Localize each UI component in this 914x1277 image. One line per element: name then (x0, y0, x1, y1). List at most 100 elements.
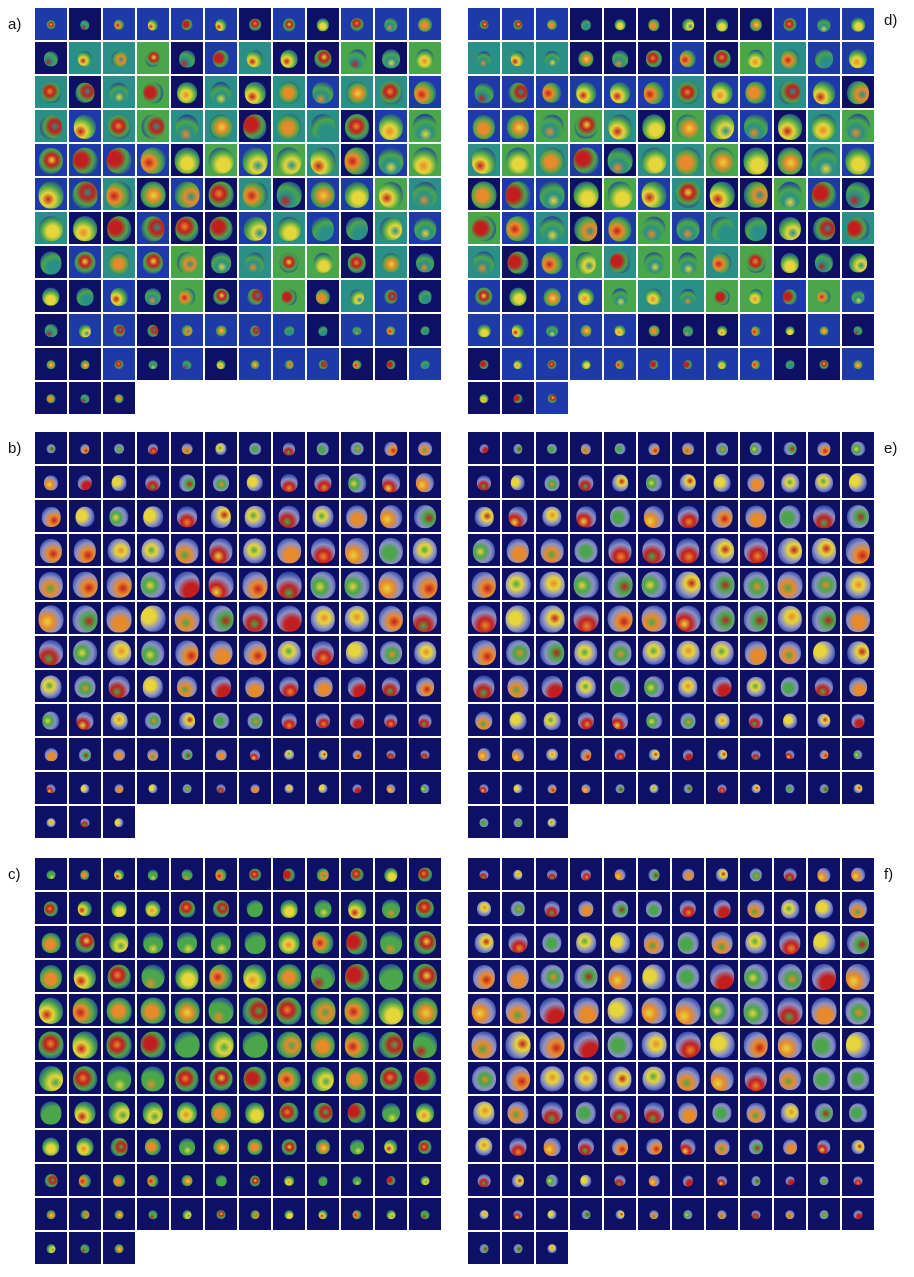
brain-slice-image (246, 473, 264, 492)
slice-tile (502, 500, 534, 532)
slice-tile (672, 1130, 704, 1162)
slice-tile (672, 738, 704, 770)
brain-slice-image (412, 1031, 438, 1058)
slice-tile (570, 1062, 602, 1094)
brain-slice-image (380, 930, 402, 955)
slice-tile (706, 212, 738, 244)
brain-slice-image (212, 49, 230, 68)
slice-tile (468, 1130, 500, 1162)
brain-slice-image (641, 997, 667, 1025)
slice-tile (103, 926, 135, 958)
slice-tile (239, 926, 271, 958)
brain-slice-image (384, 17, 398, 32)
slice-tile (69, 8, 101, 40)
brain-slice-image (609, 1101, 631, 1124)
slice-tile (740, 534, 772, 566)
slice-tile (604, 1096, 636, 1128)
brain-slice-image (412, 181, 438, 208)
slice-tile (375, 568, 407, 600)
slice-tile (842, 178, 874, 210)
brain-slice-image (414, 504, 436, 529)
brain-slice-image (540, 538, 564, 563)
slice-tile (808, 110, 840, 142)
brain-slice-image (318, 1175, 328, 1186)
brain-slice-image (747, 899, 765, 918)
brain-slice-image (76, 1137, 94, 1156)
brain-slice-image (313, 1102, 333, 1123)
panel-label-a: a) (8, 16, 22, 33)
slice-tile (468, 636, 500, 668)
brain-slice-image (781, 899, 799, 919)
slice-tile (69, 178, 101, 210)
slice-tile (536, 432, 568, 464)
brain-slice-image (144, 711, 162, 730)
brain-slice-image (473, 675, 495, 699)
slice-tile (69, 1130, 101, 1162)
slice-tile (672, 76, 704, 108)
slice-tile (205, 8, 237, 40)
brain-slice-image (540, 114, 564, 139)
brain-slice-image (471, 181, 497, 209)
brain-slice-image (573, 147, 599, 174)
brain-slice-image (677, 81, 699, 104)
brain-slice-image (573, 571, 599, 598)
brain-slice-image (709, 997, 735, 1025)
brain-slice-image (676, 216, 700, 241)
brain-slice-image (284, 1175, 294, 1186)
brain-slice-image (318, 1209, 328, 1220)
slice-tile (35, 8, 67, 40)
brain-slice-image (210, 505, 232, 528)
slice-tile (604, 772, 636, 804)
brain-slice-image (709, 181, 735, 208)
slice-tile (137, 314, 169, 346)
slice-tile (341, 994, 373, 1026)
slice-tile (604, 110, 636, 142)
slice-tile (239, 670, 271, 702)
brain-slice-image (315, 288, 331, 305)
brain-slice-image (243, 113, 267, 140)
brain-slice-image (783, 441, 797, 456)
brain-slice-image (318, 359, 328, 370)
brain-slice-image (352, 1175, 362, 1186)
brain-slice-image (78, 324, 92, 338)
slice-tile (604, 348, 636, 380)
brain-slice-image (181, 868, 193, 881)
slice-tile (307, 110, 339, 142)
brain-slice-image (648, 748, 660, 761)
brain-slice-image (505, 571, 531, 598)
slice-tile (239, 212, 271, 244)
brain-slice-image (38, 1031, 64, 1059)
slice-tile (842, 1096, 874, 1128)
slice-tile (570, 178, 602, 210)
slice-tile (502, 738, 534, 770)
slice-tile (239, 1028, 271, 1060)
slice-tile (638, 858, 670, 890)
slice-tile (239, 772, 271, 804)
brain-slice-image (547, 359, 557, 370)
slice-tile (570, 994, 602, 1026)
slice-tile (35, 892, 67, 924)
brain-slice-image (614, 442, 626, 455)
slice-tile (536, 568, 568, 600)
slice-tile (409, 1028, 441, 1060)
brain-slice-image (511, 1174, 525, 1188)
brain-slice-image (384, 867, 398, 882)
brain-slice-image (181, 748, 193, 761)
brain-slice-image (851, 17, 865, 33)
slice-tile (740, 314, 772, 346)
brain-slice-image (350, 867, 364, 882)
brain-slice-image (311, 640, 335, 665)
slice-tile (375, 42, 407, 74)
brain-slice-image (420, 783, 430, 794)
brain-slice-image (576, 82, 596, 104)
brain-slice-image (677, 931, 699, 954)
slice-tile (35, 994, 67, 1026)
brain-slice-image (310, 605, 336, 632)
brain-slice-image (250, 359, 260, 370)
slice-tile (638, 432, 670, 464)
slice-tile (672, 602, 704, 634)
slice-tile (604, 738, 636, 770)
slice-tile (69, 892, 101, 924)
brain-slice-image (211, 1101, 231, 1124)
slice-tile (740, 670, 772, 702)
